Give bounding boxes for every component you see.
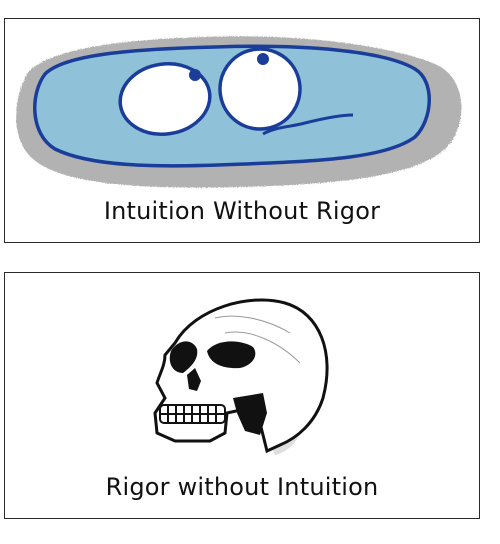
panel-caption: Rigor without Intuition	[105, 473, 379, 501]
panel-intuition-without-rigor: Intuition Without Rigor	[4, 18, 480, 243]
blob-outline	[33, 44, 431, 168]
blob-creature-illustration	[16, 36, 462, 188]
nasal-cavity	[187, 368, 201, 391]
right-eye-socket	[207, 341, 256, 369]
cheek-shadow	[233, 393, 267, 435]
skull-illustration	[153, 298, 329, 455]
left-pupil	[189, 69, 201, 81]
skull-sketch-lines	[214, 315, 301, 364]
skull-teeth	[159, 404, 226, 424]
right-eye	[218, 47, 302, 131]
left-eye-socket	[169, 341, 198, 373]
panel-rigor-without-intuition: Rigor without Intuition	[4, 272, 480, 519]
right-pupil	[257, 53, 269, 65]
blob-mouth	[262, 113, 354, 136]
skull-outline	[153, 298, 329, 454]
panel-caption: Intuition Without Rigor	[103, 197, 381, 225]
left-eye	[118, 62, 212, 136]
